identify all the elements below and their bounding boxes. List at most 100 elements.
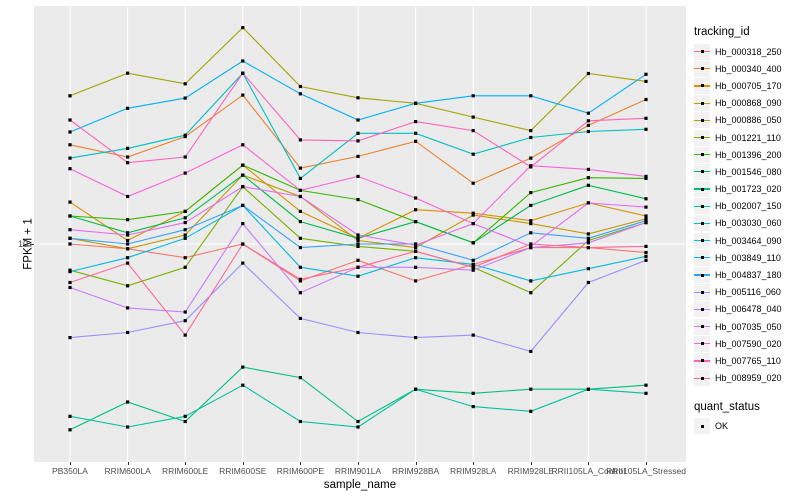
data-point	[126, 233, 130, 237]
data-point	[529, 222, 533, 226]
data-point	[241, 203, 245, 207]
legend: tracking_id Hb_000318_250 Hb_000340_400 Hb…	[694, 26, 798, 435]
data-point	[183, 228, 187, 232]
legend-label: Hb_007035_050	[715, 321, 782, 332]
x-tick-mark	[473, 462, 475, 465]
data-point	[183, 419, 187, 424]
data-point	[298, 194, 302, 199]
legend-item: Hb_000340_400	[694, 60, 798, 77]
black-square-point-icon	[700, 204, 704, 208]
data-point	[471, 391, 475, 395]
black-square-point-icon	[700, 153, 704, 157]
data-point	[471, 115, 475, 119]
legend-item: Hb_001723_020	[694, 181, 798, 198]
legend-label: Hb_002007_150	[715, 201, 782, 212]
y-tick-mark	[30, 243, 34, 245]
black-square-point-icon	[700, 84, 704, 88]
data-point	[241, 242, 245, 246]
black-square-point-icon	[700, 256, 704, 260]
data-point	[298, 265, 302, 269]
data-point	[298, 316, 302, 320]
x-tick-label: RRII105LA_Control	[551, 466, 626, 476]
data-point	[126, 194, 130, 199]
x-tick-label: RRIM600PE	[276, 466, 325, 476]
data-point	[529, 191, 533, 195]
legend-item: Hb_000868_090	[694, 95, 798, 112]
data-point	[529, 349, 533, 353]
data-point	[529, 244, 533, 248]
data-point	[183, 171, 187, 175]
data-point	[356, 154, 360, 158]
data-point	[529, 242, 533, 246]
data-point	[356, 274, 360, 278]
data-point	[529, 231, 533, 235]
data-point	[356, 258, 360, 262]
data-point	[414, 120, 418, 124]
data-point	[644, 72, 648, 76]
legend-entries: Hb_000318_250 Hb_000340_400 Hb_000705_170 H…	[694, 43, 798, 387]
data-point	[644, 244, 648, 248]
data-point	[529, 409, 533, 413]
legend-item: Hb_005116_060	[694, 284, 798, 301]
legend-label: Hb_007590_020	[715, 338, 782, 349]
legend-item: Hb_001396_200	[694, 146, 798, 163]
data-point	[241, 71, 245, 75]
data-point	[644, 391, 648, 395]
data-point	[586, 167, 590, 171]
data-point	[644, 219, 648, 223]
data-point	[356, 238, 360, 243]
data-point	[471, 211, 475, 215]
data-point	[529, 165, 533, 169]
data-point	[298, 92, 302, 96]
data-point	[68, 156, 72, 160]
legend-label: Hb_005116_060	[715, 287, 781, 298]
data-point	[68, 200, 72, 204]
data-point	[644, 174, 648, 178]
data-point	[183, 236, 187, 240]
data-point	[126, 155, 130, 159]
data-point	[241, 59, 245, 63]
legend-label: Hb_003030_060	[715, 218, 782, 229]
data-point	[644, 217, 648, 221]
black-square-point-icon	[700, 290, 704, 294]
legend-item: Hb_000886_050	[694, 112, 798, 129]
x-tick-mark	[242, 462, 244, 465]
data-point	[471, 181, 475, 185]
legend-item: Hb_001546_080	[694, 163, 798, 180]
data-point	[586, 129, 590, 134]
data-point	[68, 143, 72, 147]
data-point	[586, 387, 590, 391]
data-point	[356, 244, 360, 248]
data-point	[356, 419, 360, 424]
data-point	[644, 214, 648, 218]
data-point	[529, 129, 533, 133]
data-point	[356, 330, 360, 335]
data-point	[471, 94, 475, 98]
data-point	[298, 291, 302, 295]
legend-title-tracking-id: tracking_id	[694, 26, 750, 38]
data-point	[126, 218, 130, 222]
legend-label: Hb_001723_020	[715, 184, 782, 195]
data-point	[529, 203, 533, 207]
legend-label: Hb_006478_040	[715, 304, 782, 315]
data-point	[586, 241, 590, 245]
legend-label: Hb_000886_050	[715, 115, 782, 126]
data-point	[529, 279, 533, 283]
data-point	[298, 188, 302, 192]
legend-key-swatch	[694, 301, 710, 318]
data-point	[414, 139, 418, 143]
data-point	[356, 265, 360, 269]
data-point	[298, 277, 302, 281]
data-point	[126, 400, 130, 404]
data-point	[241, 185, 245, 189]
data-point	[126, 256, 130, 260]
x-axis-title: sample_name	[323, 479, 397, 491]
legend-quant-status: quant_status OK	[694, 401, 798, 435]
legend-title-quant-status: quant_status	[694, 400, 760, 413]
data-point	[586, 238, 590, 243]
data-point	[644, 205, 648, 209]
data-point	[356, 174, 360, 178]
ok-key-swatch	[694, 418, 710, 435]
data-point	[183, 133, 187, 137]
legend-label: Hb_003464_090	[715, 235, 782, 246]
